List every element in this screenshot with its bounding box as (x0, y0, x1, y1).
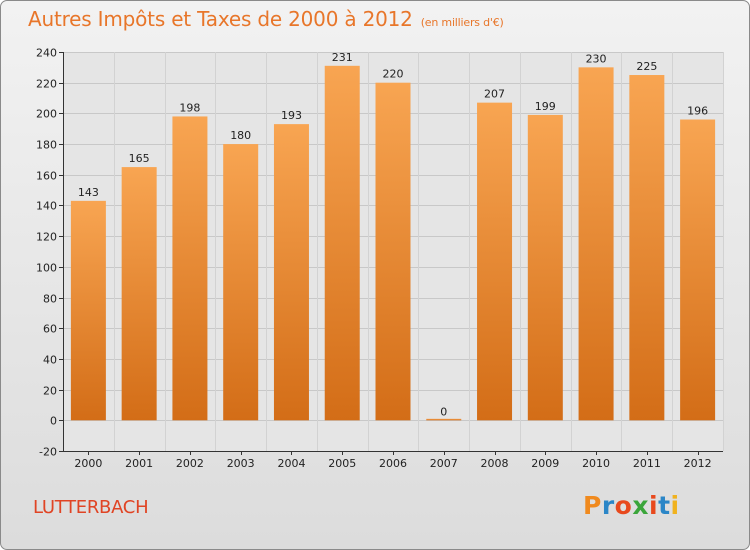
bar (121, 167, 157, 421)
y-tick-label: 160 (36, 170, 57, 183)
x-tick-label: 2001 (125, 457, 153, 470)
logo-letter: P (583, 491, 602, 520)
chart-title-text: Autres Impôts et Taxes de 2000 à 2012 (28, 7, 413, 31)
y-tick-label: 220 (36, 78, 57, 91)
value-label: 231 (332, 51, 353, 64)
value-label: 0 (440, 405, 447, 418)
bar (477, 102, 513, 421)
x-tick-label: 2002 (176, 457, 204, 470)
y-tick-label: 120 (36, 231, 57, 244)
bar (375, 82, 411, 421)
bar (426, 418, 462, 421)
y-tick-label: 0 (50, 415, 57, 428)
value-label: 199 (535, 100, 556, 113)
y-tick-label: 100 (36, 262, 57, 275)
value-label: 143 (78, 186, 99, 199)
bar (223, 144, 259, 421)
value-label: 165 (129, 152, 150, 165)
x-tick-label: 2006 (379, 457, 407, 470)
value-label: 193 (281, 109, 302, 122)
x-tick-label: 2005 (328, 457, 356, 470)
x-tick-label: 2000 (74, 457, 102, 470)
bar (172, 116, 208, 421)
value-label: 225 (636, 60, 657, 73)
town-name: LUTTERBACH (33, 497, 149, 518)
y-tick-label: 40 (43, 354, 57, 367)
value-label: 220 (383, 68, 404, 81)
y-tick-label: -20 (39, 446, 57, 459)
y-axis-ticks: -20 0 20 40 60 80 100 120 140 160 180 200 220 240 (36, 47, 63, 459)
value-label: 207 (484, 88, 505, 101)
chart-title: Autres Impôts et Taxes de 2000 à 2012 (en… (28, 7, 504, 31)
x-tick-label: 2009 (531, 457, 559, 470)
logo-letter: i (649, 491, 659, 520)
value-label: 198 (179, 101, 200, 114)
bars (70, 65, 716, 421)
value-label: 230 (586, 52, 607, 65)
bar (324, 65, 360, 421)
y-tick-label: 140 (36, 200, 57, 213)
y-tick-label: 240 (36, 47, 57, 60)
bar (629, 75, 665, 421)
logo-letter: o (614, 491, 633, 520)
x-tick-label: 2010 (582, 457, 610, 470)
x-tick-label: 2011 (633, 457, 661, 470)
bar (578, 67, 614, 421)
x-tick-label: 2012 (684, 457, 712, 470)
x-tick-label: 2003 (227, 457, 255, 470)
logo-letter: r (601, 491, 615, 520)
x-tick-label: 2007 (430, 457, 458, 470)
bar (70, 200, 106, 421)
y-tick-label: 80 (43, 293, 57, 306)
bar (680, 119, 716, 421)
y-tick-label: 20 (43, 385, 57, 398)
logo-letter: i (670, 491, 680, 520)
value-label: 196 (687, 105, 708, 118)
bar (527, 114, 563, 421)
x-tick-label: 2008 (481, 457, 509, 470)
y-tick-label: 60 (43, 323, 57, 336)
y-tick-label: 180 (36, 139, 57, 152)
y-tick-label: 200 (36, 108, 57, 121)
x-axis-ticks: 2000 2001 2002 2003 2004 2005 2006 2007 2008 2009… (74, 451, 712, 470)
logo-letter: x (632, 491, 649, 520)
chart-subtitle: (en milliers d'€) (420, 16, 504, 29)
bar (273, 124, 309, 421)
value-label: 180 (230, 129, 251, 142)
logo-letter: t (658, 491, 671, 520)
proxiti-logo: Proxiti (583, 491, 680, 520)
x-tick-label: 2004 (277, 457, 305, 470)
value-labels: 143 165 198 180 193 231 220 0 207 199 230 225 196 (78, 51, 708, 418)
